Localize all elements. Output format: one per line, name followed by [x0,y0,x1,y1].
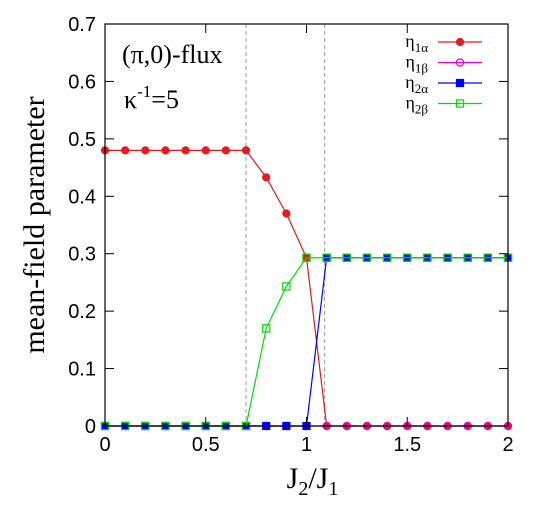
data-point [443,253,452,262]
data-point [282,282,291,291]
legend-marker-3 [455,99,465,108]
data-point [342,253,352,262]
data-point [403,253,412,262]
legend-marker-2 [455,78,465,88]
x-axis-title: J2/J1 [287,462,339,500]
legend-marker-0 [455,37,465,47]
data-point [322,253,331,262]
data-point [423,253,432,262]
y-axis-title: mean-field parameter [18,96,51,353]
data-point [221,146,230,155]
data-point [282,209,291,218]
data-point [161,146,170,155]
annotation-flux: (π,0)-flux [122,40,222,69]
series-2 [100,253,513,431]
data-point [262,173,271,182]
series-3 [100,253,513,431]
x-tick-label: 1 [301,434,312,456]
y-tick-label: 0.1 [68,359,96,381]
legend-label-2: η2α [405,72,428,96]
data-point [362,253,372,262]
data-point [302,253,311,262]
x-tick-label: 2 [502,434,513,456]
y-tick-label: 0.2 [68,301,96,323]
data-point [382,253,392,262]
y-tick-label: 0.3 [68,244,96,266]
y-tick-label: 0 [85,416,96,438]
legend-label-0: η1α [405,31,428,55]
data-point [121,146,130,155]
legend-marker-1 [455,58,465,67]
data-point [463,253,472,262]
data-point [141,146,150,155]
data-point [483,253,493,262]
y-tick-label: 0.6 [68,71,96,93]
chart-text: 0 0.5 1 1.5 2 0 0.1 0.2 0.3 0.4 0.5 0.6 0.7 J2/J1 mean… [18,14,514,500]
series-line-0 [105,149,508,427]
y-tick-label: 0.7 [68,14,96,36]
series-line-3 [105,257,508,427]
series-0 [100,146,513,431]
data-point [262,324,271,333]
annotation-kappa: κ-1=5 [124,82,179,114]
data-point [201,146,210,155]
data-point [181,146,190,155]
series-layer [100,146,513,431]
axis-ticks [104,23,509,427]
y-tick-label: 0.5 [68,129,96,151]
x-tick-label: 0.5 [192,434,220,456]
legend-label-1: η1β [405,52,428,76]
phase-boundary-lines [245,24,326,426]
legend-label-3: η2β [405,93,428,117]
x-tick-label: 1.5 [393,434,421,456]
y-tick-label: 0.4 [68,186,96,208]
x-tick-label: 0 [99,434,110,456]
series-line-2 [105,257,508,427]
data-point [241,146,251,155]
